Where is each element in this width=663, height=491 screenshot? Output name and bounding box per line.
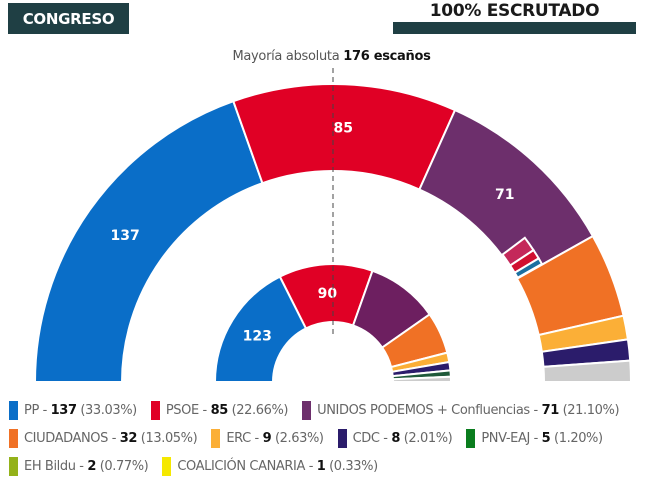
legend-party-name: PP (24, 402, 39, 418)
legend-swatch (162, 456, 172, 476)
legend-item: UNIDOS PODEMOS + Confluencias - 71 (21.1… (302, 400, 620, 420)
hemicycle-chart: 137 85 71 123 90 (33, 68, 633, 383)
legend-seats: 5 (541, 430, 551, 446)
legend-party-name: ERC (226, 430, 251, 446)
legend-swatch (466, 428, 476, 448)
legend-party-name: COALICIÓN CANARIA (177, 458, 305, 474)
legend-seats: 71 (541, 402, 560, 418)
legend-item: PP - 137 (33.03%) (9, 400, 137, 420)
legend-seats: 32 (119, 430, 138, 446)
majority-text: Mayoría absoluta (232, 49, 340, 64)
legend-party-name: PNV-EAJ (481, 430, 530, 446)
legend-percent: (1.20%) (550, 430, 603, 446)
scrutiny-progress-fill (393, 22, 636, 34)
legend-seats: 9 (262, 430, 272, 446)
scrutiny-progress-bar (393, 22, 636, 34)
legend-separator: - (304, 458, 317, 474)
confluence-sub-segment-2 (513, 256, 544, 280)
legend-item: CDC - 8 (2.01%) (337, 428, 453, 448)
legend-row: PP - 137 (33.03%) PSOE - 85 (22.66%) UNIDO… (9, 396, 659, 424)
seat-segment-inner-7 (391, 375, 453, 383)
seat-label-inner-0: 123 (243, 328, 272, 344)
legend-swatch (302, 400, 312, 420)
seat-label-outer-2: 71 (495, 187, 514, 203)
seat-label-inner-1: 90 (318, 286, 338, 302)
legend-item: ERC - 9 (2.63%) (211, 428, 324, 448)
majority-label: Mayoría absoluta 176 escaños (0, 49, 663, 64)
legend-separator: - (250, 430, 263, 446)
legend-seats: 8 (391, 430, 400, 446)
majority-value: 176 escaños (343, 49, 431, 64)
legend-swatch (211, 428, 221, 448)
legend: PP - 137 (33.03%) PSOE - 85 (22.66%) UNIDO… (9, 396, 659, 480)
legend-separator: - (38, 402, 51, 418)
legend-swatch (150, 400, 160, 420)
legend-swatch (9, 400, 18, 420)
seat-label-outer-0: 137 (110, 228, 139, 244)
scrutiny-label: 100% ESCRUTADO (429, 1, 600, 21)
legend-swatch (337, 428, 347, 448)
legend-percent: (0.33%) (325, 458, 378, 474)
legend-row: EH Bildu - 2 (0.77%) COALICIÓN CANARIA - … (9, 452, 659, 480)
legend-row: CIUDADANOS - 32 (13.05%) ERC - 9 (2.63%) C… (9, 424, 659, 452)
legend-percent: (2.63%) (271, 430, 324, 446)
legend-percent: (21.10%) (558, 402, 620, 418)
seat-label-outer-1: 85 (334, 121, 353, 137)
legend-seats: 2 (87, 458, 96, 474)
legend-party-name: CIUDADANOS (24, 430, 108, 446)
legend-seats: 1 (316, 458, 326, 474)
legend-party-name: CDC (352, 430, 380, 446)
legend-separator: - (75, 458, 88, 474)
legend-party-name: PSOE (165, 402, 199, 418)
legend-percent: (0.77%) (95, 458, 149, 474)
legend-percent: (22.66%) (227, 402, 289, 418)
legend-item: CIUDADANOS - 32 (13.05%) (9, 428, 198, 448)
legend-separator: - (198, 402, 211, 418)
legend-item: PSOE - 85 (22.66%) (150, 400, 289, 420)
legend-item: EH Bildu - 2 (0.77%) (9, 456, 149, 476)
chamber-title: CONGRESO (8, 3, 129, 34)
legend-item: COALICIÓN CANARIA - 1 (0.33%) (162, 456, 378, 476)
legend-percent: (2.01%) (399, 430, 453, 446)
legend-swatch (9, 428, 18, 448)
seat-segment-outer-1 (232, 83, 457, 191)
legend-seats: 137 (50, 402, 77, 418)
legend-swatch (9, 456, 18, 476)
legend-separator: - (529, 430, 542, 446)
legend-separator: - (108, 430, 120, 446)
legend-separator: - (379, 430, 392, 446)
legend-party-name: EH Bildu (24, 458, 76, 474)
legend-percent: (13.05%) (137, 430, 198, 446)
legend-party-name: UNIDOS PODEMOS + Confluencias (317, 402, 530, 418)
legend-item: PNV-EAJ - 5 (1.20%) (466, 428, 603, 448)
legend-separator: - (529, 402, 542, 418)
legend-percent: (33.03%) (76, 402, 137, 418)
legend-seats: 85 (210, 402, 229, 418)
seat-segment-outer-6 (542, 359, 633, 383)
